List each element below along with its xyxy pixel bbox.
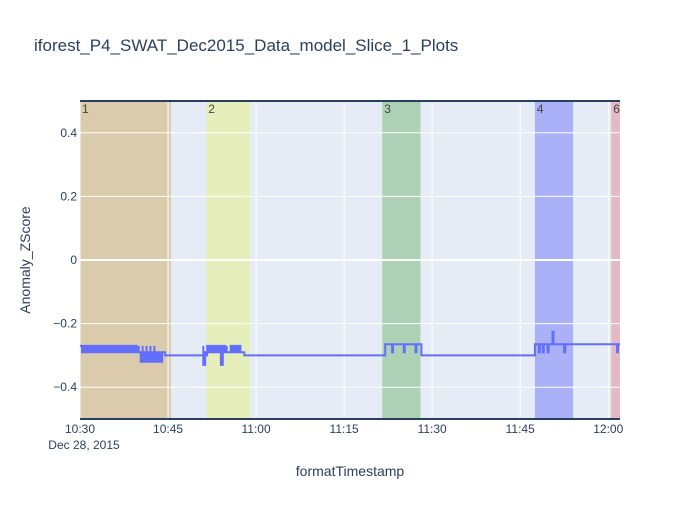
x-tick-label: 12:00 bbox=[593, 422, 623, 436]
y-tick-label: 0 bbox=[70, 253, 77, 267]
x-axis-ticks: 10:30 10:45 11:00 11:15 11:30 11:45 12:00 bbox=[65, 422, 624, 436]
x-axis-label: formatTimestamp bbox=[296, 463, 405, 479]
region-label-1: 1 bbox=[82, 102, 89, 116]
y-tick-label: 0.4 bbox=[60, 126, 77, 140]
region-label-3: 3 bbox=[384, 102, 391, 116]
x-axis-start-date: Dec 28, 2015 bbox=[48, 438, 120, 452]
x-tick-label: 10:30 bbox=[65, 422, 95, 436]
x-tick-label: 11:30 bbox=[418, 422, 447, 436]
chart-title: iforest_P4_SWAT_Dec2015_Data_model_Slice… bbox=[34, 36, 458, 55]
x-tick-label: 10:45 bbox=[153, 422, 183, 436]
x-tick-label: 11:15 bbox=[330, 422, 359, 436]
region-labels: 1 2 3 4 6 bbox=[82, 102, 620, 116]
y-axis-label: Anomaly_ZScore bbox=[17, 206, 33, 314]
y-axis-ticks: 0.4 0.2 0 −0.2 −0.4 bbox=[53, 126, 77, 394]
y-tick-label: −0.2 bbox=[53, 317, 77, 331]
x-tick-label: 11:00 bbox=[242, 422, 271, 436]
region-label-4: 4 bbox=[537, 102, 544, 116]
region-label-6: 6 bbox=[613, 102, 620, 116]
x-tick-label: 11:45 bbox=[506, 422, 535, 436]
series-line bbox=[80, 330, 620, 366]
region-label-2: 2 bbox=[208, 102, 215, 116]
y-tick-label: 0.2 bbox=[60, 189, 77, 203]
y-tick-label: −0.4 bbox=[53, 380, 77, 394]
series-lines bbox=[80, 330, 620, 366]
